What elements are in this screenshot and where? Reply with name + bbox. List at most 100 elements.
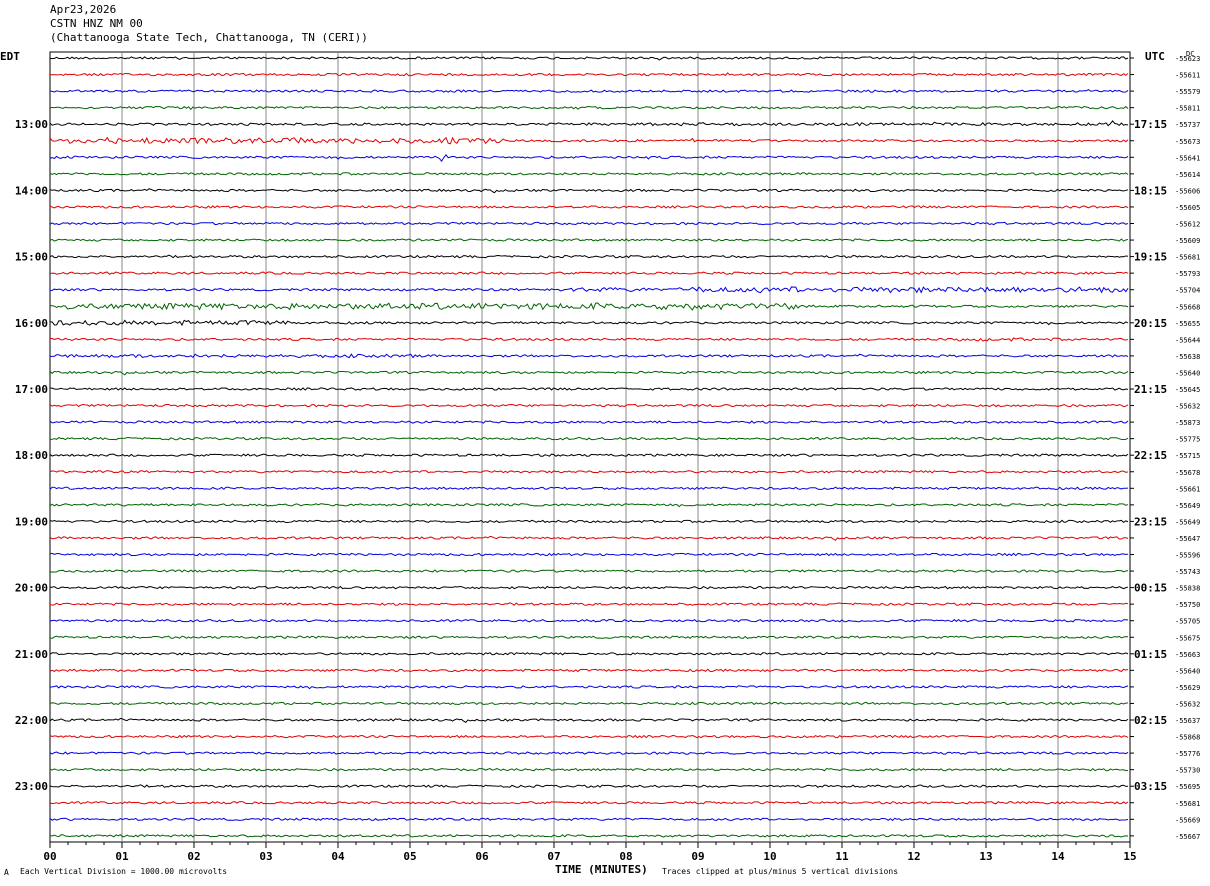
dc-offset-label: -55606 <box>1175 187 1200 195</box>
seismic-trace <box>49 635 1129 640</box>
edt-hour-label: 23:00 <box>15 780 48 793</box>
seismic-trace <box>49 801 1129 805</box>
seismic-trace <box>49 767 1129 772</box>
edt-timezone-label: EDT <box>0 50 20 63</box>
utc-hour-label: 23:15 <box>1134 515 1167 528</box>
seismic-trace <box>49 56 1129 61</box>
seismic-trace <box>49 205 1129 209</box>
edt-hour-label: 22:00 <box>15 714 48 727</box>
x-tick-label: 09 <box>691 850 704 863</box>
edt-hour-label: 21:00 <box>15 648 48 661</box>
edt-hour-label: 16:00 <box>15 317 48 330</box>
plot-frame <box>49 51 1131 843</box>
dc-offset-label: -55663 <box>1175 651 1200 659</box>
dc-offset-label: -55579 <box>1175 88 1200 96</box>
x-tick-label: 02 <box>187 850 200 863</box>
dc-offset-label: -55649 <box>1175 518 1200 526</box>
seismic-trace <box>49 734 1129 739</box>
seismic-trace <box>49 486 1129 491</box>
seismic-trace <box>49 403 1129 408</box>
seismic-trace <box>49 519 1129 524</box>
seismic-trace <box>49 337 1129 342</box>
dc-offset-label: -55838 <box>1175 585 1200 593</box>
x-tick-label: 05 <box>403 850 416 863</box>
plot-date: Apr23,2026 <box>50 3 117 16</box>
seismic-trace <box>49 88 1129 93</box>
dc-offset-label: -55750 <box>1175 601 1200 609</box>
dc-offset-label: -55737 <box>1175 121 1200 129</box>
x-tick-label: 11 <box>835 850 849 863</box>
dc-offset-label: -55668 <box>1175 303 1200 311</box>
utc-hour-label: 22:15 <box>1134 449 1167 462</box>
seismic-trace <box>49 436 1129 441</box>
dc-offset-label: -55811 <box>1175 105 1200 113</box>
seismic-trace <box>49 552 1129 557</box>
seismic-trace <box>49 286 1129 294</box>
dc-offset-label: -55655 <box>1175 320 1200 328</box>
dc-offset-label: -55673 <box>1175 138 1200 146</box>
dc-offset-label: -55868 <box>1175 734 1200 742</box>
seismic-trace <box>49 319 1129 327</box>
seismic-trace <box>49 370 1129 376</box>
scale-note: Each Vertical Division = 1000.00 microvo… <box>20 867 228 876</box>
dc-offset-label: -55647 <box>1175 535 1200 543</box>
x-tick-label: 00 <box>43 850 56 863</box>
x-tick-label: 03 <box>259 850 272 863</box>
utc-hour-label: 20:15 <box>1134 317 1167 330</box>
seismic-trace <box>49 751 1129 755</box>
edt-hour-label: 15:00 <box>15 251 48 264</box>
x-tick-label: 04 <box>331 850 345 863</box>
dc-offset-label: -55793 <box>1175 270 1200 278</box>
dc-offset-label: -55873 <box>1175 419 1200 427</box>
seismic-trace <box>49 453 1129 457</box>
dc-offset-label: -55638 <box>1175 353 1200 361</box>
clip-note: Traces clipped at plus/minus 5 vertical … <box>662 867 899 876</box>
seismic-trace <box>49 72 1129 77</box>
dc-offset-label: -55661 <box>1175 485 1200 493</box>
dc-offset-label: -55715 <box>1175 452 1200 460</box>
seismic-trace <box>49 652 1129 656</box>
corner-mark: A <box>4 868 9 877</box>
seismic-trace <box>49 302 1129 311</box>
utc-hour-label: 02:15 <box>1134 714 1167 727</box>
seismic-trace <box>49 834 1129 838</box>
dc-offset-label: -55669 <box>1175 816 1200 824</box>
dc-offset-label: -55632 <box>1175 700 1200 708</box>
station-location: (Chattanooga State Tech, Chattanooga, TN… <box>50 31 368 44</box>
dc-offset-label: -55614 <box>1175 171 1200 179</box>
seismic-trace <box>49 470 1129 474</box>
dc-offset-label: -55644 <box>1175 336 1200 344</box>
seismic-trace <box>49 420 1129 424</box>
utc-hour-label: 01:15 <box>1134 648 1167 661</box>
dc-offset-label: -55637 <box>1175 717 1200 725</box>
seismic-trace <box>49 188 1129 194</box>
dc-offset-label: -55667 <box>1175 833 1200 841</box>
utc-hour-label: 21:15 <box>1134 383 1167 396</box>
utc-hour-label: 19:15 <box>1134 251 1167 264</box>
seismic-trace <box>49 271 1129 275</box>
seismic-trace <box>49 353 1129 359</box>
dc-offset-label: -55641 <box>1175 154 1200 162</box>
dc-offset-label: -55678 <box>1175 469 1200 477</box>
seismic-trace <box>49 172 1129 176</box>
dc-offset-label: -55611 <box>1175 72 1200 80</box>
x-tick-label: 13 <box>979 850 992 863</box>
seismic-trace <box>49 387 1129 391</box>
seismic-trace <box>49 254 1129 259</box>
x-tick-label: 01 <box>115 850 129 863</box>
dc-offset-label: -55640 <box>1175 667 1200 675</box>
utc-timezone-label: UTC <box>1145 50 1165 63</box>
seismic-trace <box>49 136 1129 145</box>
seismic-trace <box>49 602 1129 606</box>
dc-offset-label: -55705 <box>1175 618 1200 626</box>
x-tick-label: 14 <box>1051 850 1065 863</box>
edt-hour-label: 13:00 <box>15 118 48 131</box>
seismic-trace <box>49 221 1129 226</box>
header-block: Apr23,2026 CSTN HNZ NM 00 (Chattanooga Sta… <box>50 3 368 45</box>
edt-hour-label: 20:00 <box>15 582 48 595</box>
seismic-trace <box>49 619 1129 623</box>
dc-offset-label: -55775 <box>1175 436 1200 444</box>
edt-hour-label: 19:00 <box>15 515 48 528</box>
station-code: CSTN HNZ NM 00 <box>50 17 143 30</box>
dc-offset-label: -55675 <box>1175 634 1200 642</box>
